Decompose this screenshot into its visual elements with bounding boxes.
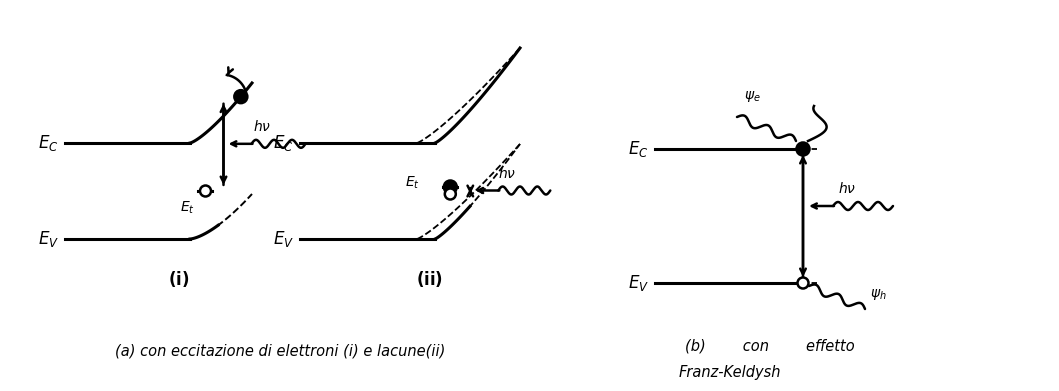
Text: $\mathbf{(i)}$: $\mathbf{(i)}$ xyxy=(167,269,190,289)
Text: $\mathbf{(ii)}$: $\mathbf{(ii)}$ xyxy=(416,269,444,289)
Text: $E_t$: $E_t$ xyxy=(406,175,420,191)
Text: $\psi_e$: $\psi_e$ xyxy=(743,89,760,104)
Text: $h\nu$: $h\nu$ xyxy=(838,181,856,196)
Text: $E_C$: $E_C$ xyxy=(273,133,294,153)
Text: $E_t$: $E_t$ xyxy=(180,200,195,216)
Text: $E_V$: $E_V$ xyxy=(38,229,59,249)
Text: $E_C$: $E_C$ xyxy=(38,133,59,153)
Circle shape xyxy=(796,142,809,156)
Circle shape xyxy=(234,90,248,103)
Text: $h\nu$: $h\nu$ xyxy=(499,165,517,181)
Text: (b)        con        effetto: (b) con effetto xyxy=(685,339,855,353)
Text: Franz-Keldysh: Franz-Keldysh xyxy=(679,366,782,380)
Circle shape xyxy=(445,188,455,199)
Circle shape xyxy=(200,185,211,197)
Circle shape xyxy=(444,181,456,194)
Text: (a) con eccitazione di elettroni (i) e lacune(ii): (a) con eccitazione di elettroni (i) e l… xyxy=(114,344,445,359)
Circle shape xyxy=(797,278,808,289)
Text: $h\nu$: $h\nu$ xyxy=(253,119,272,134)
Text: $E_V$: $E_V$ xyxy=(273,229,294,249)
Text: $E_V$: $E_V$ xyxy=(628,273,649,293)
Text: $E_C$: $E_C$ xyxy=(628,139,649,159)
Text: $\psi_h$: $\psi_h$ xyxy=(870,287,886,303)
